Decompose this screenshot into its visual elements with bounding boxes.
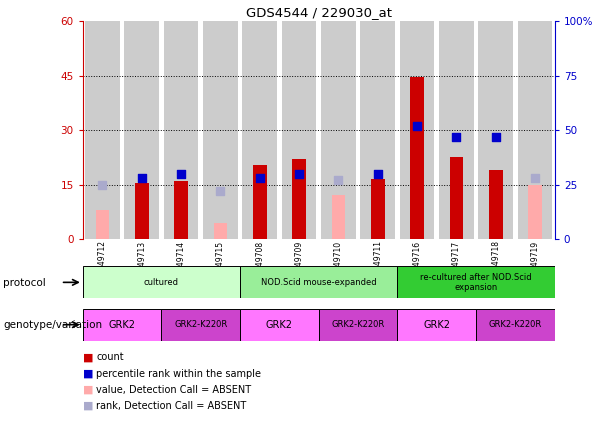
Bar — [292, 159, 306, 239]
Text: GRK2: GRK2 — [423, 320, 451, 330]
Bar — [479, 21, 513, 239]
Bar — [135, 183, 148, 239]
Title: GDS4544 / 229030_at: GDS4544 / 229030_at — [246, 5, 392, 19]
Point — [216, 188, 226, 195]
Bar — [439, 21, 474, 239]
Bar — [174, 181, 188, 239]
Bar — [243, 21, 277, 239]
Bar — [240, 266, 397, 298]
Point — [491, 133, 501, 140]
Point — [294, 170, 304, 177]
Bar — [282, 21, 316, 239]
Bar — [83, 309, 161, 341]
Bar — [161, 309, 240, 341]
Bar — [321, 21, 356, 239]
Text: NOD.Scid mouse-expanded: NOD.Scid mouse-expanded — [261, 278, 376, 287]
Bar — [518, 21, 552, 239]
Bar — [397, 309, 476, 341]
Bar — [96, 210, 109, 239]
Point — [333, 177, 343, 184]
Text: re-cultured after NOD.Scid
expansion: re-cultured after NOD.Scid expansion — [421, 273, 532, 292]
Text: count: count — [96, 352, 124, 363]
Point — [412, 122, 422, 129]
Text: rank, Detection Call = ABSENT: rank, Detection Call = ABSENT — [96, 401, 246, 411]
Text: ■: ■ — [83, 385, 93, 395]
Text: value, Detection Call = ABSENT: value, Detection Call = ABSENT — [96, 385, 251, 395]
Bar — [253, 165, 267, 239]
Point — [97, 181, 107, 188]
Text: GRK2-K220R: GRK2-K220R — [174, 320, 227, 329]
Bar — [213, 222, 227, 239]
Bar — [528, 184, 542, 239]
Text: GRK2-K220R: GRK2-K220R — [489, 320, 542, 329]
Bar — [83, 266, 240, 298]
Bar — [124, 21, 159, 239]
Bar — [203, 21, 238, 239]
Bar — [332, 195, 345, 239]
Text: GRK2: GRK2 — [109, 320, 135, 330]
Bar — [164, 21, 199, 239]
Bar — [397, 266, 555, 298]
Point — [255, 175, 265, 181]
Text: ■: ■ — [83, 352, 93, 363]
Text: ■: ■ — [83, 401, 93, 411]
Text: GRK2-K220R: GRK2-K220R — [332, 320, 385, 329]
Text: ■: ■ — [83, 368, 93, 379]
Point — [452, 133, 462, 140]
Bar — [319, 309, 397, 341]
Bar — [371, 179, 384, 239]
Bar — [476, 309, 555, 341]
Text: genotype/variation: genotype/variation — [3, 320, 102, 330]
Bar — [400, 21, 435, 239]
Bar — [240, 309, 319, 341]
Point — [530, 175, 540, 181]
Text: protocol: protocol — [3, 277, 46, 288]
Point — [373, 170, 383, 177]
Text: cultured: cultured — [144, 278, 179, 287]
Point — [137, 175, 147, 181]
Point — [176, 170, 186, 177]
Text: percentile rank within the sample: percentile rank within the sample — [96, 368, 261, 379]
Bar — [360, 21, 395, 239]
Bar — [489, 170, 503, 239]
Bar — [449, 157, 463, 239]
Bar — [85, 21, 120, 239]
Bar — [410, 77, 424, 239]
Text: GRK2: GRK2 — [266, 320, 293, 330]
